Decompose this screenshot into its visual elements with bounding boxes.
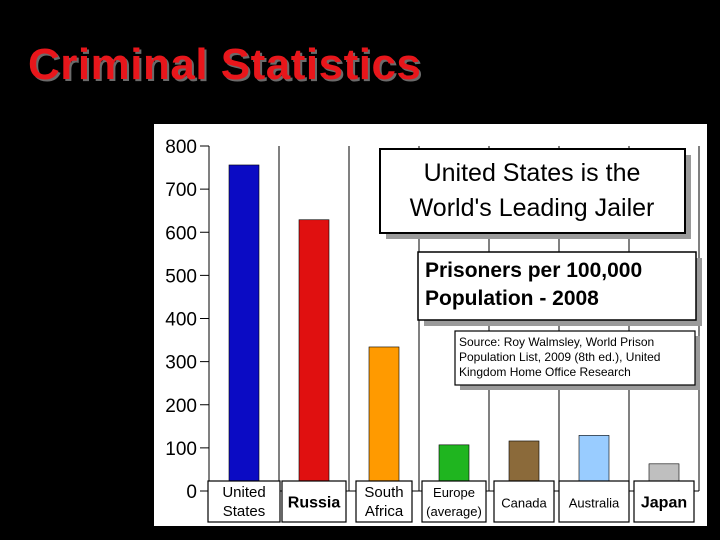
category-label: Russia <box>288 495 341 512</box>
headline-line-1: United States is the <box>424 159 641 187</box>
y-tick-label: 700 <box>165 180 197 201</box>
y-tick-label: 600 <box>165 223 197 244</box>
bars <box>228 164 680 492</box>
y-tick-label: 0 <box>186 482 197 503</box>
subtitle-line-2: Population - 2008 <box>425 287 599 310</box>
category-label-box <box>493 480 555 523</box>
category-label: United <box>222 484 265 501</box>
subtitle-callout: Prisoners per 100,000 Population - 2008 <box>417 251 702 326</box>
category-label: Europe <box>433 485 475 500</box>
headline-line-2: World's Leading Jailer <box>410 194 655 222</box>
bar-chart: 0 100 200 300 400 500 600 700 800 United States Ru… <box>165 137 702 523</box>
y-axis-ticks: 0 100 200 300 400 500 600 700 800 <box>165 137 209 503</box>
category-label: Japan <box>641 495 687 512</box>
category-label: South <box>364 484 403 501</box>
chart-panel: 0 100 200 300 400 500 600 700 800 United States Ru… <box>154 124 707 526</box>
category-label: Africa <box>365 503 404 520</box>
category-label: Canada <box>501 496 547 511</box>
y-tick-label: 500 <box>165 266 197 287</box>
source-callout: Source: Roy Walmsley, World Prison Popul… <box>454 330 700 390</box>
y-tick-label: 200 <box>165 396 197 417</box>
category-label: (average) <box>426 504 482 519</box>
source-line-1: Source: Roy Walmsley, World Prison <box>459 335 654 349</box>
source-line-3: Kingdom Home Office Research <box>459 365 631 379</box>
bar <box>368 346 400 492</box>
category-label-box <box>281 480 347 523</box>
category-label: States <box>223 503 266 520</box>
category-labels: United States Russia South Africa Europe (aver… <box>207 480 695 523</box>
y-tick-label: 400 <box>165 310 197 331</box>
category-label-box <box>558 480 630 523</box>
slide-title: Criminal Statistics <box>28 40 422 89</box>
source-line-2: Population List, 2009 (8th ed.), United <box>459 350 660 364</box>
subtitle-line-1: Prisoners per 100,000 <box>425 259 642 282</box>
category-label-box <box>633 480 695 523</box>
headline-callout: United States is the World's Leading Jai… <box>379 148 691 239</box>
y-tick-label: 100 <box>165 439 197 460</box>
y-tick-label: 800 <box>165 137 197 158</box>
category-label-box <box>355 480 413 523</box>
bar <box>298 219 330 492</box>
category-label: Australia <box>569 496 620 511</box>
y-tick-label: 300 <box>165 353 197 374</box>
category-label-box <box>421 480 487 523</box>
bar <box>228 164 260 492</box>
category-label-box <box>207 480 281 523</box>
